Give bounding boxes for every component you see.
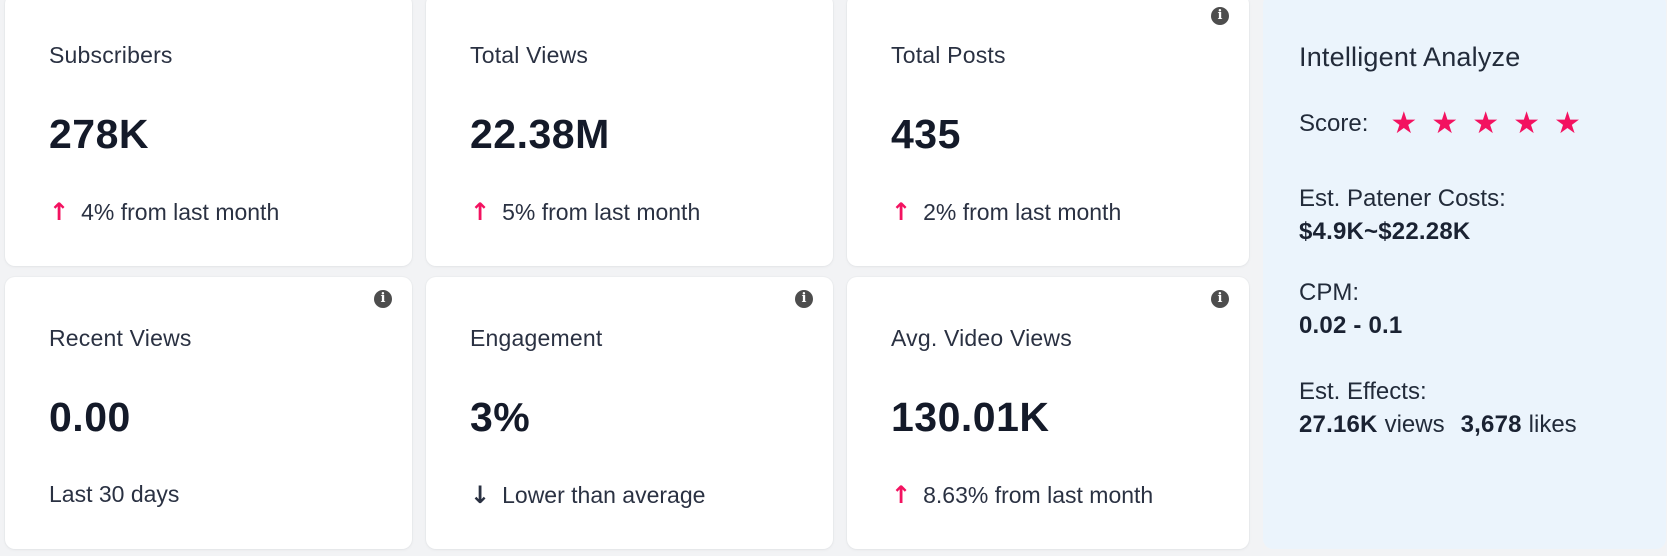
card-footer-text: 8.63% from last month: [923, 481, 1154, 508]
info-icon[interactable]: i: [374, 290, 392, 308]
trend-up-icon: ↑: [891, 481, 912, 509]
stats-grid: Subscribers 278K ↑ 4% from last month To…: [5, 0, 1666, 549]
trend-up-icon: ↑: [49, 198, 70, 226]
info-icon[interactable]: i: [795, 290, 813, 308]
card-label: Total Posts: [891, 42, 1006, 68]
intelligent-analyze-panel: Intelligent Analyze Score: ★ ★ ★ ★ ★ Est…: [1263, 0, 1666, 549]
card-footer-text: 2% from last month: [923, 198, 1122, 225]
trend-up-icon: ↑: [891, 198, 912, 226]
effects-likes-value: 3,678: [1460, 411, 1522, 438]
effects-values: 27.16K views 3,678 likes: [1299, 408, 1638, 441]
est-effects-section: Est. Effects: 27.16K views 3,678 likes: [1299, 375, 1638, 441]
info-icon[interactable]: i: [1211, 7, 1229, 25]
score-stars: ★ ★ ★ ★ ★: [1390, 109, 1581, 139]
card-value: 0.00: [49, 394, 131, 440]
costs-label: Est. Patener Costs:: [1299, 185, 1506, 212]
card-label: Recent Views: [49, 325, 192, 351]
star-icon: ★: [1390, 106, 1418, 141]
trend-down-icon: ↓: [470, 481, 491, 509]
card-footer-text: 4% from last month: [81, 198, 280, 225]
stat-card-total-views: Total Views 22.38M ↑ 5% from last month: [426, 0, 833, 266]
effects-views-unit: views: [1384, 411, 1445, 438]
cpm-value: 0.02 - 0.1: [1299, 312, 1403, 339]
stat-card-subscribers: Subscribers 278K ↑ 4% from last month: [5, 0, 412, 266]
card-value: 130.01K: [891, 394, 1050, 440]
stat-card-avg-video-views: i Avg. Video Views 130.01K ↑ 8.63% from …: [847, 277, 1249, 549]
card-label: Total Views: [470, 42, 589, 68]
card-value: 3%: [470, 394, 531, 440]
card-value: 435: [891, 111, 961, 157]
card-footer: ↑ 2% from last month: [891, 198, 1213, 226]
card-footer: Last 30 days: [49, 481, 376, 508]
info-icon[interactable]: i: [1211, 290, 1229, 308]
stat-card-engagement: i Engagement 3% ↓ Lower than average: [426, 277, 833, 549]
card-label: Avg. Video Views: [891, 325, 1072, 351]
score-label: Score:: [1299, 110, 1369, 137]
effects-views-value: 27.16K: [1299, 411, 1378, 438]
cpm-label: CPM:: [1299, 279, 1359, 306]
effects-likes-unit: likes: [1528, 411, 1577, 438]
panel-title: Intelligent Analyze: [1299, 42, 1521, 72]
star-icon: ★: [1472, 106, 1500, 141]
score-row: Score: ★ ★ ★ ★ ★: [1299, 109, 1638, 139]
card-footer: ↑ 5% from last month: [470, 198, 797, 226]
star-icon: ★: [1431, 106, 1459, 141]
effects-label: Est. Effects:: [1299, 378, 1427, 405]
cpm-section: CPM: 0.02 - 0.1: [1299, 276, 1638, 342]
card-footer-text: 5% from last month: [502, 198, 701, 225]
card-footer-text: Last 30 days: [49, 481, 180, 507]
card-label: Subscribers: [49, 42, 173, 68]
stat-card-total-posts: i Total Posts 435 ↑ 2% from last month: [847, 0, 1249, 266]
card-footer: ↓ Lower than average: [470, 481, 797, 509]
trend-up-icon: ↑: [470, 198, 491, 226]
card-value: 22.38M: [470, 111, 610, 157]
star-icon: ★: [1554, 106, 1581, 141]
card-value: 278K: [49, 111, 150, 157]
card-footer: ↑ 4% from last month: [49, 198, 376, 226]
stat-card-recent-views: i Recent Views 0.00 Last 30 days: [5, 277, 412, 549]
card-label: Engagement: [470, 325, 603, 351]
est-partner-costs-section: Est. Patener Costs: $4.9K~$22.28K: [1299, 182, 1638, 248]
star-icon: ★: [1513, 106, 1540, 141]
card-footer-text: Lower than average: [502, 481, 706, 508]
costs-value: $4.9K~$22.28K: [1299, 218, 1471, 245]
card-footer: ↑ 8.63% from last month: [891, 481, 1213, 509]
